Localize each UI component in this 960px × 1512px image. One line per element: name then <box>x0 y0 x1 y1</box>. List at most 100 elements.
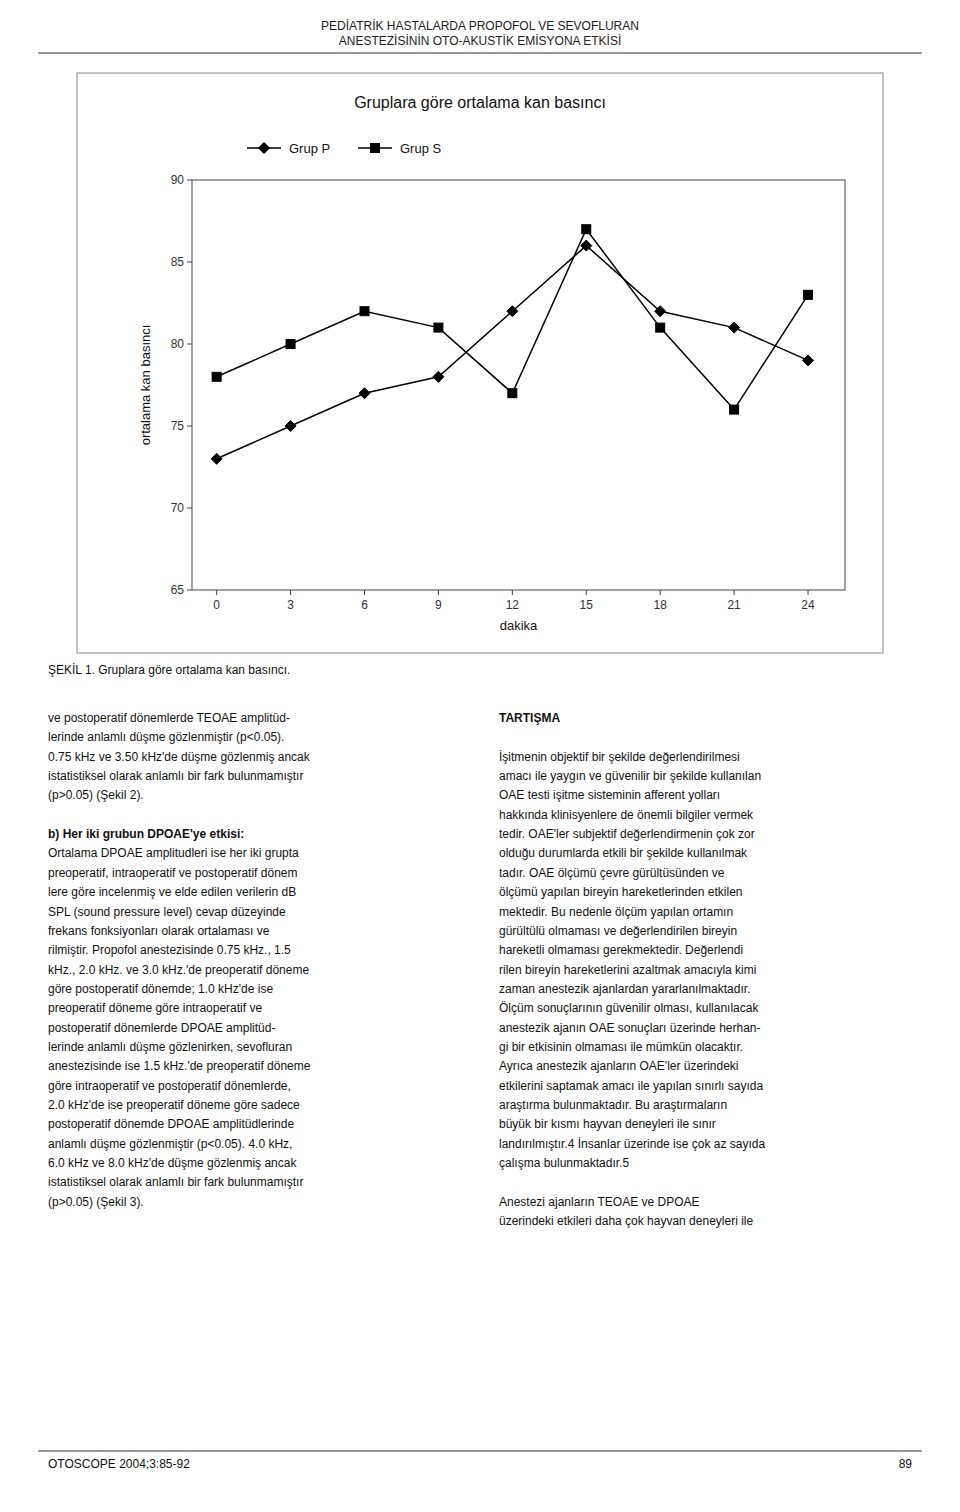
x-tick-label: 12 <box>506 598 520 612</box>
point <box>212 372 221 381</box>
x-tick <box>290 590 291 595</box>
body-line: amacı ile yaygın ve güvenilir bir şekild… <box>499 769 761 783</box>
body-line: b) Her iki grubun DPOAE'ye etkisi: <box>48 827 244 841</box>
x-tick-label: 24 <box>801 598 815 612</box>
body-line: anestezisinde ise 1.5 kHz.'de preoperati… <box>48 1059 311 1073</box>
body-line: landırılmıştır.4 İnsanlar üzerinde ise ç… <box>499 1137 765 1151</box>
point <box>507 306 518 317</box>
body-line: 6.0 kHz ve 8.0 kHz'de düşme gözlenmiş an… <box>48 1156 297 1170</box>
body-line: anestezik ajanın OAE sonuçları üzerinde … <box>499 1021 761 1035</box>
body-line: 2.0 kHz'de ise preoperatif döneme göre s… <box>48 1098 300 1112</box>
body-line: hakkında klinisyenlere de önemli bilgile… <box>499 808 754 822</box>
body-line: zaman anestezik ajanlardan yararlanılmak… <box>499 982 750 996</box>
point <box>582 225 591 234</box>
y-tick-label: 75 <box>171 419 185 433</box>
legend-marker <box>259 143 270 154</box>
footer-right: 89 <box>899 1457 913 1471</box>
header-line: PEDİATRİK HASTALARDA PROPOFOL VE SEVOFLU… <box>321 19 639 33</box>
background <box>0 0 960 1512</box>
body-line: gürültülü olmaması ve değerlendirilen bi… <box>499 924 737 938</box>
body-line: Anestezi ajanların TEOAE ve DPOAE <box>499 1195 700 1209</box>
body-line: ölçümü yapılan bireyin hareketlerinden e… <box>499 885 742 899</box>
body-line: Ölçüm sonuçlarının güvenilir olması, kul… <box>499 1001 759 1015</box>
body-line: rilen bireyin hareketlerini azaltmak ama… <box>499 963 756 977</box>
y-tick <box>187 590 192 591</box>
y-tick <box>187 508 192 509</box>
body-line: göre postoperatif dönemde; 1.0 kHz'de is… <box>48 982 273 996</box>
x-tick <box>512 590 513 595</box>
legend-label: Grup P <box>289 141 330 156</box>
body-line: tedir. OAE'ler subjektif değerlendirmeni… <box>499 827 755 841</box>
x-tick-label: 6 <box>361 598 368 612</box>
point <box>211 453 222 464</box>
body-line: TARTIŞMA <box>499 711 560 725</box>
point <box>359 388 370 399</box>
point <box>655 306 666 317</box>
body-line: araştırma bulunmaktadır. Bu araştırmalar… <box>499 1098 727 1112</box>
series-line <box>217 246 808 459</box>
body-line: İşitmenin objektif bir şekilde değerlend… <box>499 750 740 764</box>
point <box>581 240 592 251</box>
x-tick-label: 9 <box>435 598 442 612</box>
y-tick-label: 85 <box>171 255 185 269</box>
body-line: lerinde anlamlı düşme gözlenmiştir (p<0.… <box>48 730 284 744</box>
body-line: mektedir. Bu nedenle ölçüm yapılan ortam… <box>499 905 733 919</box>
legend: Grup P Grup S <box>247 141 442 156</box>
body-line: tadır. OAE ölçümü çevre gürültüsünden ve <box>499 866 725 880</box>
y-tick-label: 65 <box>171 583 185 597</box>
x-tick <box>216 590 217 595</box>
y-axis-label: ortalama kan basıncı <box>138 325 153 446</box>
footer-rule <box>38 1451 922 1452</box>
legend-label: Grup S <box>400 141 442 156</box>
body-line: rilmiştir. Propofol anestezisinde 0.75 k… <box>48 943 291 957</box>
x-tick <box>660 590 661 595</box>
point <box>803 355 814 366</box>
plot-marks <box>211 225 813 465</box>
x-axis-label: dakika <box>500 618 538 633</box>
y-tick <box>187 262 192 263</box>
header-line: ANESTEZİSİNİN OTO-AKUSTİK EMİSYONA ETKİS… <box>339 34 622 48</box>
point <box>730 405 739 414</box>
body-line: frekans fonksiyonları olarak ortalaması … <box>48 924 270 938</box>
x-tick <box>438 590 439 595</box>
body-line: OAE testi işitme sisteminin afferent yol… <box>499 788 720 802</box>
x-tick <box>364 590 365 595</box>
chart-box <box>77 73 883 653</box>
x-tick-label: 21 <box>727 598 741 612</box>
body-line: preoperatif, intraoperatif ve postoperat… <box>48 866 297 880</box>
body-line: lere göre incelenmiş ve elde edilen veri… <box>48 885 296 899</box>
point <box>360 307 369 316</box>
body-line: istatistiksel olarak anlamlı bir fark bu… <box>48 769 303 783</box>
body-line: olduğu durumlarda etkili bir şekilde kul… <box>499 846 748 860</box>
x-tick-label: 15 <box>580 598 594 612</box>
body-line: hareketli olmaması gerekmektedir. Değerl… <box>499 943 743 957</box>
x-tick <box>734 590 735 595</box>
body-line: gi bir etkisinin olmaması ile mümkün ola… <box>499 1040 743 1054</box>
x-tick-label: 0 <box>213 598 220 612</box>
body-line: postoperatif dönemde DPOAE amplitüdlerin… <box>48 1117 294 1131</box>
legend-marker <box>371 144 380 153</box>
point <box>508 389 517 398</box>
body-line: göre intraoperatif ve postoperatif dönem… <box>48 1079 291 1093</box>
y-tick-label: 80 <box>171 337 185 351</box>
body-line: büyük bir kısmı hayvan deneyleri ile sın… <box>499 1117 716 1131</box>
body-line: ve postoperatif dönemlerde TEOAE amplitü… <box>48 711 290 725</box>
point <box>285 421 296 432</box>
page: PEDİATRİK HASTALARDA PROPOFOL VE SEVOFLU… <box>0 0 960 1512</box>
header-rule <box>38 53 922 54</box>
body-line: (p>0.05) (Şekil 2). <box>48 788 144 802</box>
point <box>804 290 813 299</box>
body-line: çalışma bulunmaktadır.5 <box>499 1156 629 1170</box>
body-line: postoperatif dönemlerde DPOAE amplitüd- <box>48 1021 275 1035</box>
plot-frame <box>192 180 845 590</box>
y-tick-label: 70 <box>171 501 185 515</box>
body-line: 0.75 kHz ve 3.50 kHz'de düşme gözlenmiş … <box>48 750 311 764</box>
body-line: (p>0.05) (Şekil 3). <box>48 1195 144 1209</box>
body-line: istatistiksel olarak anlamlı bir fark bu… <box>48 1175 303 1189</box>
body-line: anlamlı düşme gözlenmiştir (p<0.05). 4.0… <box>48 1137 292 1151</box>
point <box>729 322 740 333</box>
x-tick <box>808 590 809 595</box>
point <box>656 323 665 332</box>
body-line: lerinde anlamlı düşme gözlenirken, sevof… <box>48 1040 292 1054</box>
chart-title: Gruplara göre ortalama kan basıncı <box>354 94 606 111</box>
